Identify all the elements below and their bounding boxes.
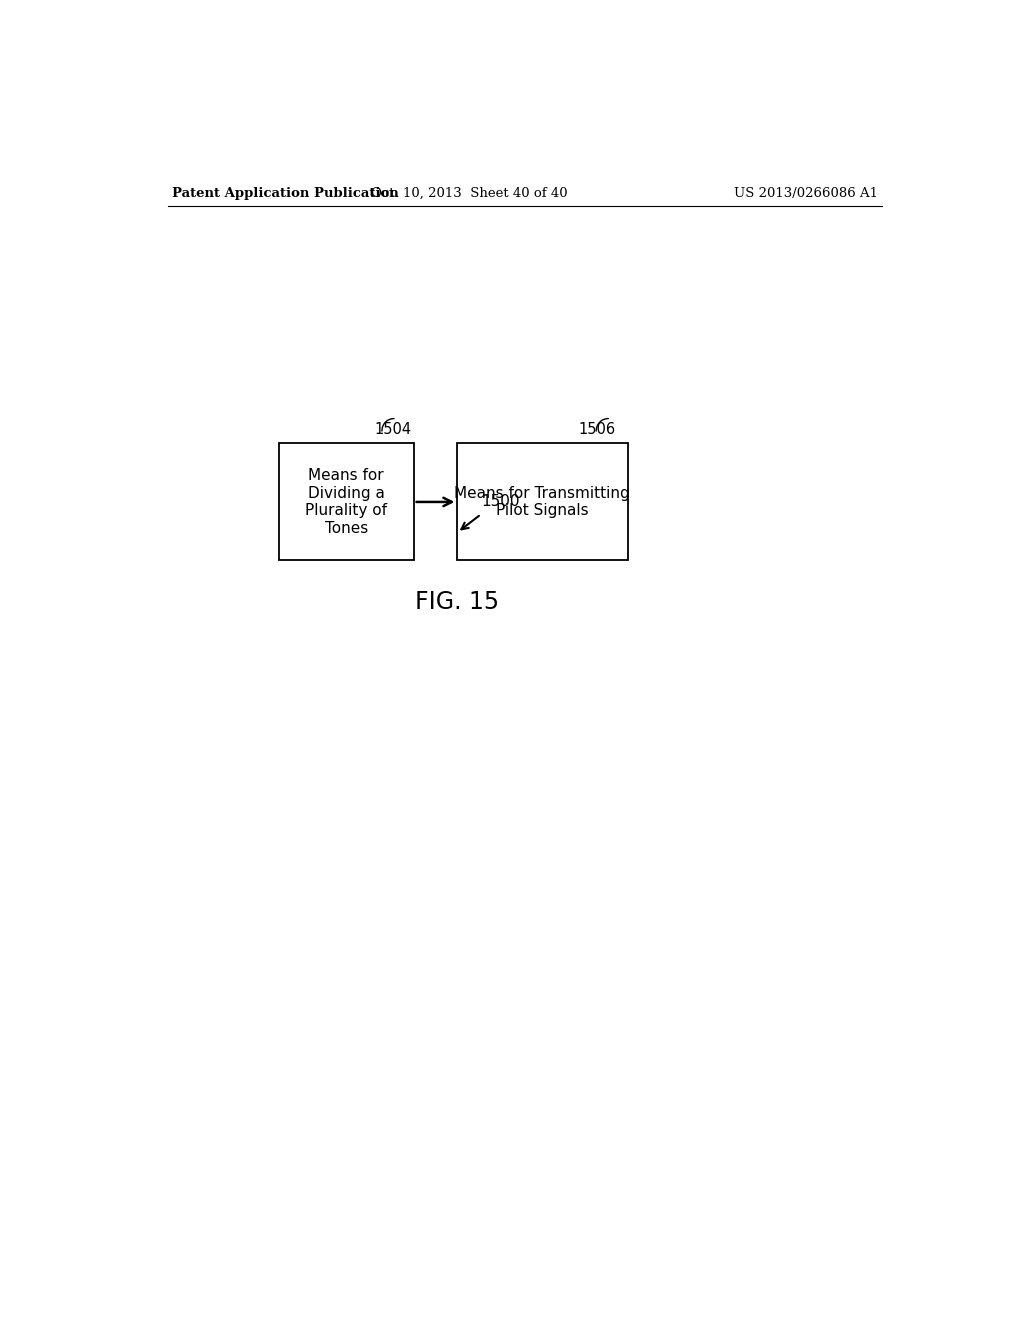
FancyBboxPatch shape — [279, 444, 414, 560]
Text: 1506: 1506 — [579, 422, 615, 437]
Text: 1500: 1500 — [481, 494, 519, 510]
Text: Oct. 10, 2013  Sheet 40 of 40: Oct. 10, 2013 Sheet 40 of 40 — [371, 186, 567, 199]
Text: US 2013/0266086 A1: US 2013/0266086 A1 — [734, 186, 878, 199]
Text: Means for
Dividing a
Plurality of
Tones: Means for Dividing a Plurality of Tones — [305, 469, 387, 536]
Text: Patent Application Publication: Patent Application Publication — [172, 186, 398, 199]
Text: 1504: 1504 — [374, 422, 412, 437]
FancyBboxPatch shape — [458, 444, 628, 560]
Text: FIG. 15: FIG. 15 — [416, 590, 500, 614]
Text: Means for Transmitting
Pilot Signals: Means for Transmitting Pilot Signals — [455, 486, 630, 519]
